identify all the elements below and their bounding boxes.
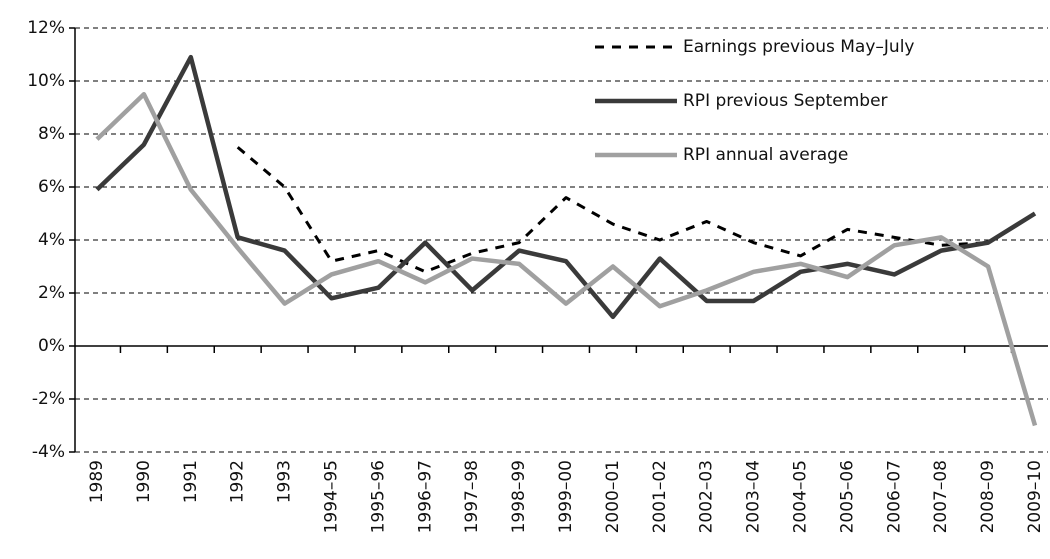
x-tick-label: 2006–07 xyxy=(884,460,904,533)
x-tick-label: 1999–00 xyxy=(556,460,576,533)
legend-label: RPI annual average xyxy=(683,145,848,165)
series-line xyxy=(95,92,1038,427)
x-tick-label: 2005–06 xyxy=(837,460,857,533)
x-tick-label: 1997–98 xyxy=(462,460,482,533)
series-line xyxy=(95,54,1037,320)
x-tick-label: 1993 xyxy=(275,460,295,503)
series-line xyxy=(236,146,989,274)
x-tick-label: 1998–99 xyxy=(509,460,529,533)
y-tick-label: 4% xyxy=(38,230,65,250)
y-tick-label: 12% xyxy=(27,18,65,38)
x-tick-label: 1990 xyxy=(134,460,154,503)
y-tick-label: -4% xyxy=(32,442,65,462)
y-tick-label: 0% xyxy=(38,336,65,356)
x-tick-label: 2009–10 xyxy=(1025,460,1045,533)
x-tick-label: 2001–02 xyxy=(650,460,670,533)
x-tick-label: 1991 xyxy=(181,460,201,503)
x-tick-label: 2003–04 xyxy=(744,460,764,533)
legend-label: RPI previous September xyxy=(683,91,888,111)
y-tick-label: 10% xyxy=(27,71,65,91)
y-tick-label: 2% xyxy=(38,283,65,303)
x-tick-label: 2002–03 xyxy=(697,460,717,533)
x-tick-label: 2004–05 xyxy=(791,460,811,533)
y-tick-label: -2% xyxy=(32,389,65,409)
x-tick-label: 2008–09 xyxy=(978,460,998,533)
x-tick-label: 1992 xyxy=(228,460,248,503)
x-tick-label: 2007–08 xyxy=(931,460,951,533)
x-tick-label: 1989 xyxy=(87,460,107,503)
x-tick-label: 2000–01 xyxy=(603,460,623,533)
x-tick-label: 1995–96 xyxy=(368,460,388,533)
legend-label: Earnings previous May–July xyxy=(683,37,914,57)
x-tick-label: 1994–95 xyxy=(322,460,342,533)
y-tick-label: 8% xyxy=(38,124,65,144)
x-tick-label: 1996–97 xyxy=(415,460,435,533)
y-tick-label: 6% xyxy=(38,177,65,197)
